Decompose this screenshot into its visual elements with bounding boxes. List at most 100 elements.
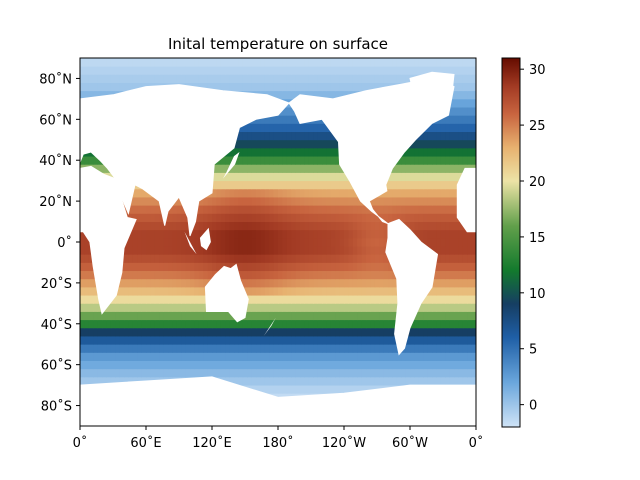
heatmap-cell: [234, 172, 239, 182]
heatmap-cell: [225, 319, 230, 329]
heatmap-cell: [273, 147, 279, 157]
heatmap-cell: [154, 344, 160, 353]
heatmap-cell: [344, 311, 349, 321]
heatmap-cell: [300, 74, 305, 83]
heatmap-cell: [194, 319, 200, 329]
heatmap-cell: [110, 376, 116, 386]
heatmap-cell: [203, 254, 208, 263]
heatmap-cell: [190, 295, 195, 304]
heatmap-cell: [308, 327, 314, 337]
heatmap-cell: [163, 221, 169, 231]
heatmap-cell: [330, 139, 336, 149]
heatmap-cell: [198, 229, 204, 239]
heatmap-cell: [436, 156, 442, 165]
heatmap-cell: [181, 246, 186, 255]
heatmap-cell: [335, 303, 340, 312]
heatmap-cell: [141, 58, 147, 67]
heatmap-cell: [146, 327, 151, 337]
heatmap-cell: [278, 74, 283, 83]
heatmap-cell: [159, 229, 164, 239]
heatmap-cell: [300, 139, 305, 149]
heatmap-cell: [454, 254, 459, 263]
heatmap-cell: [304, 360, 310, 370]
heatmap-cell: [449, 164, 455, 173]
heatmap-cell: [84, 90, 90, 100]
heatmap-cell: [471, 303, 476, 312]
heatmap-cell: [203, 66, 208, 75]
heatmap-cell: [291, 336, 296, 345]
heatmap-cell: [361, 229, 367, 239]
heatmap-cell: [168, 295, 173, 304]
heatmap-cell: [168, 58, 173, 67]
heatmap-cell: [216, 262, 222, 272]
heatmap-cell: [432, 164, 437, 173]
heatmap-cell: [247, 237, 252, 247]
heatmap-cell: [317, 172, 323, 182]
heatmap-cell: [154, 221, 160, 231]
heatmap-cell: [361, 368, 367, 378]
heatmap-cell: [269, 180, 274, 190]
heatmap-cell: [322, 352, 327, 361]
heatmap-cell: [181, 254, 186, 263]
heatmap-cell: [440, 254, 446, 263]
heatmap-cell: [326, 376, 332, 386]
heatmap-cell: [264, 205, 270, 214]
heatmap-cell: [330, 237, 336, 247]
heatmap-cell: [432, 180, 437, 190]
heatmap-cell: [264, 246, 270, 255]
heatmap-cell: [304, 156, 310, 165]
heatmap-cell: [322, 254, 327, 263]
heatmap-cell: [80, 156, 85, 165]
heatmap-cell: [410, 376, 415, 386]
heatmap-cell: [388, 344, 393, 353]
heatmap-cell: [374, 270, 380, 280]
heatmap-cell: [462, 58, 468, 67]
heatmap-cell: [304, 376, 310, 386]
heatmap-cell: [229, 327, 235, 337]
heatmap-cell: [190, 74, 195, 83]
heatmap-cell: [357, 336, 362, 345]
heatmap-cell: [357, 376, 362, 386]
heatmap-cell: [471, 360, 476, 370]
heatmap-cell: [467, 58, 472, 67]
heatmap-cell: [401, 58, 406, 67]
heatmap-cell: [207, 58, 213, 67]
heatmap-cell: [278, 172, 283, 182]
heatmap-cell: [88, 278, 94, 288]
heatmap-cell: [124, 295, 129, 304]
heatmap-cell: [88, 303, 94, 312]
heatmap-cell: [260, 311, 266, 321]
heatmap-cell: [102, 368, 107, 378]
heatmap-cell: [137, 360, 142, 370]
heatmap-cell: [115, 327, 120, 337]
heatmap-cell: [207, 246, 213, 255]
heatmap-cell: [146, 352, 151, 361]
heatmap-cell: [344, 197, 349, 206]
land-eurasia: [80, 84, 290, 237]
heatmap-cell: [348, 229, 354, 239]
heatmap-cell: [185, 270, 191, 280]
heatmap-cell: [150, 246, 156, 255]
heatmap-cell: [374, 262, 380, 272]
heatmap-cell: [247, 188, 252, 198]
heatmap-cell: [93, 319, 98, 329]
heatmap-cell: [374, 205, 380, 214]
heatmap-cell: [225, 58, 230, 67]
heatmap-cell: [449, 336, 455, 345]
heatmap-cell: [370, 66, 376, 75]
heatmap-cell: [242, 327, 248, 337]
heatmap-cell: [449, 188, 455, 198]
heatmap-cell: [462, 352, 468, 361]
heatmap-cell: [458, 336, 464, 345]
heatmap-cell: [256, 66, 261, 75]
heatmap-cell: [269, 172, 274, 182]
heatmap-cell: [84, 246, 90, 255]
heatmap-cell: [242, 262, 248, 272]
heatmap-cell: [348, 58, 354, 67]
heatmap-cell: [361, 286, 367, 296]
heatmap-cell: [128, 352, 134, 361]
heatmap-cell: [357, 82, 362, 92]
heatmap-cell: [427, 197, 433, 206]
heatmap-cell: [449, 262, 455, 272]
heatmap-cell: [339, 172, 345, 182]
